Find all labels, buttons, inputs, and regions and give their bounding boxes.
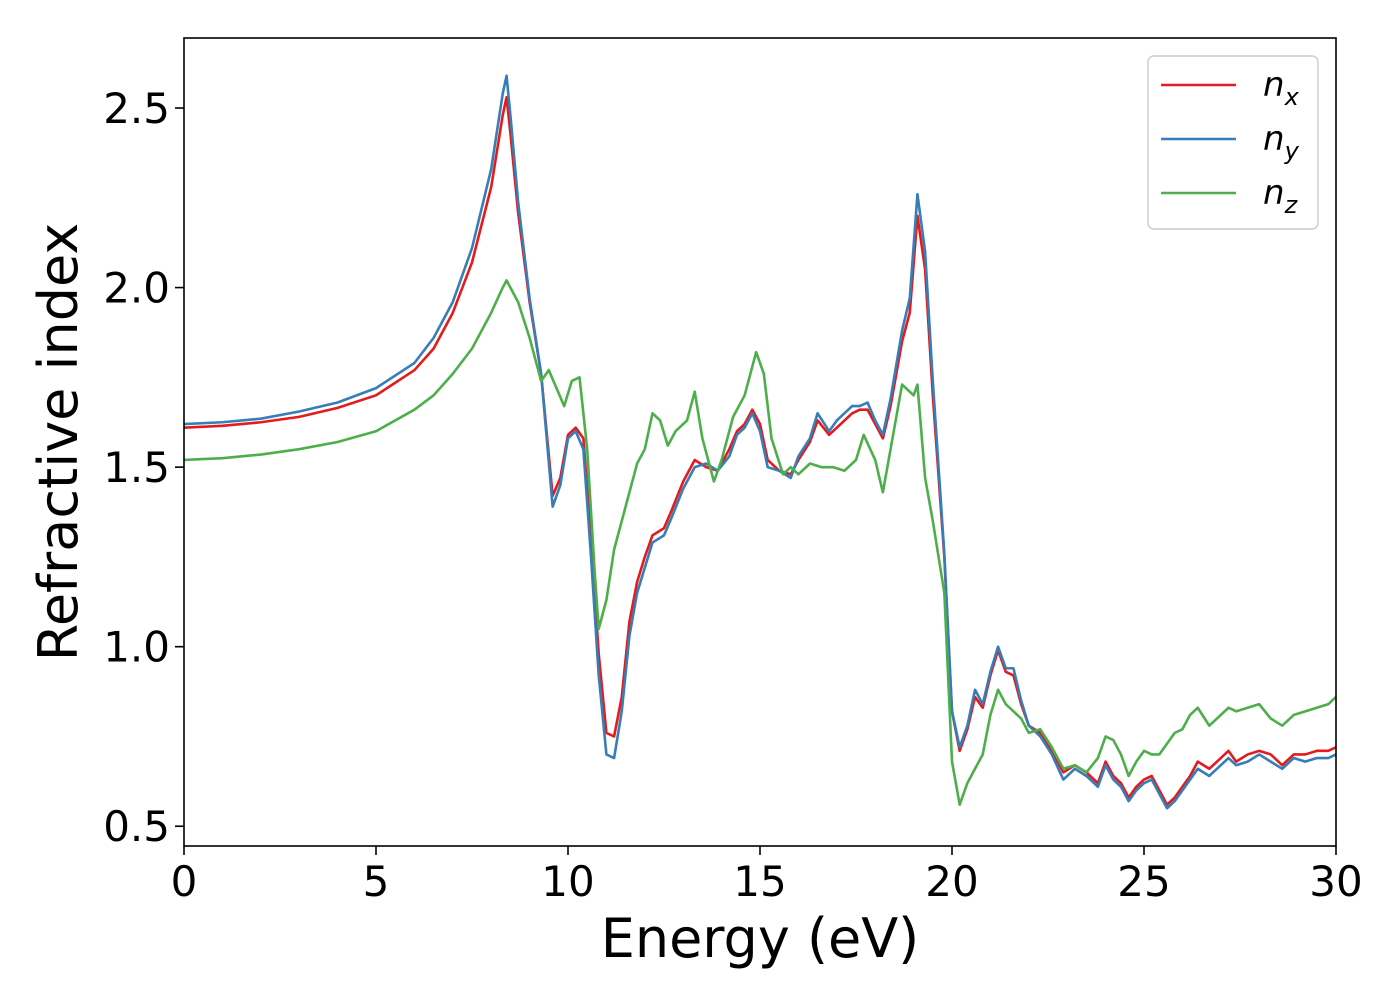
- x-axis-title: Energy (eV): [601, 907, 920, 970]
- series-line-n_x: [183, 95, 1337, 806]
- y-axis-title: Refractive index: [27, 223, 90, 662]
- x-tick-label: 30: [1309, 857, 1362, 906]
- x-tick-label: 15: [733, 857, 786, 906]
- x-tick-label: 0: [171, 857, 198, 906]
- y-tick-label: 2.5: [103, 84, 170, 133]
- y-axis: 0.5 1.0 1.5 2.0 2.5: [103, 84, 184, 851]
- y-tick-label: 1.5: [103, 443, 170, 492]
- legend-box: [1147, 55, 1319, 230]
- y-tick-label: 0.5: [103, 802, 170, 851]
- x-tick-label: 20: [925, 857, 978, 906]
- x-tick-label: 10: [541, 857, 594, 906]
- series-line-n_z: [183, 279, 1337, 806]
- series-line-n_y: [183, 74, 1337, 810]
- x-tick-label: 25: [1117, 857, 1170, 906]
- legend-label-y: ny: [1263, 119, 1300, 165]
- y-tick-label: 2.0: [103, 264, 170, 313]
- y-tick-label: 1.0: [103, 623, 170, 672]
- series-layer: [183, 74, 1337, 810]
- legend-label-x: nx: [1263, 65, 1300, 111]
- x-tick-label: 5: [363, 857, 390, 906]
- x-axis: 0 5 10 15 20 25 30: [171, 846, 1363, 906]
